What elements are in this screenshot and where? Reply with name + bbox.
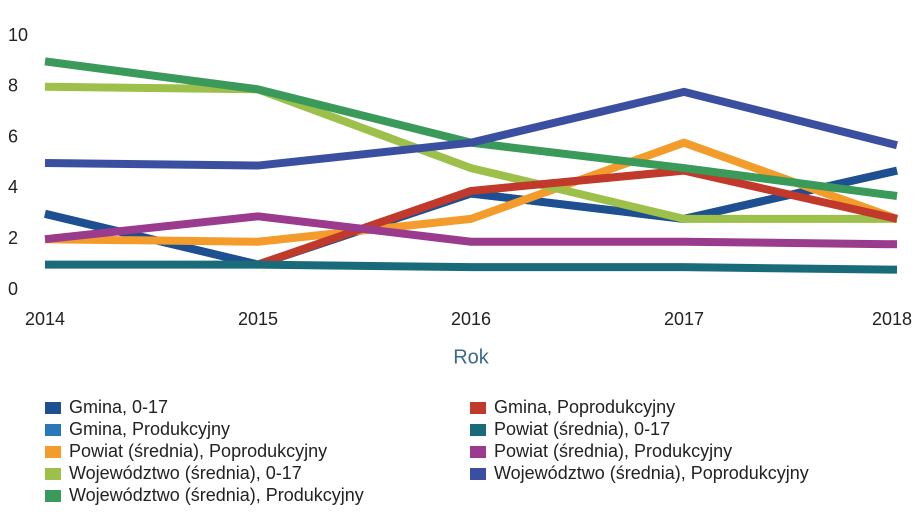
- legend-swatch: [470, 468, 486, 480]
- x-tick-label: 2014: [25, 309, 65, 329]
- series-line: [44, 212, 898, 249]
- legend-swatch: [470, 446, 486, 458]
- legend-label: Gmina, Produkcyjny: [69, 419, 230, 439]
- legend-label: Powiat (średnia), Produkcyjny: [494, 441, 732, 461]
- legend-swatch: [470, 424, 486, 436]
- x-tick-label: 2015: [238, 309, 278, 329]
- y-tick-label: 0: [8, 279, 18, 299]
- x-tick-label: 2017: [664, 309, 704, 329]
- series-line: [44, 57, 898, 200]
- legend-swatch: [470, 402, 486, 414]
- y-tick-label: 10: [8, 25, 28, 45]
- legend-label: Powiat (średnia), 0-17: [494, 419, 670, 439]
- series-line: [45, 260, 898, 274]
- y-tick-label: 8: [8, 76, 18, 96]
- legend-label: Województwo (średnia), Produkcyjny: [69, 485, 364, 505]
- x-tick-label: 2016: [451, 309, 491, 329]
- legend-label: Województwo (średnia), 0-17: [69, 463, 302, 483]
- legend-label: Województwo (średnia), Poprodukcyjny: [494, 463, 809, 483]
- legend-swatch: [45, 402, 61, 414]
- y-tick-label: 6: [8, 126, 18, 146]
- x-axis-label: Rok: [453, 346, 490, 368]
- legend-label: Gmina, Poprodukcyjny: [494, 397, 675, 417]
- legend-swatch: [45, 446, 61, 458]
- legend-swatch: [45, 424, 61, 436]
- legend-label: Gmina, 0-17: [69, 397, 168, 417]
- y-tick-label: 4: [8, 177, 18, 197]
- legend-label: Powiat (średnia), Poprodukcyjny: [69, 441, 327, 461]
- legend-swatch: [45, 468, 61, 480]
- series-line: [44, 82, 897, 223]
- legend-swatch: [45, 490, 61, 502]
- y-tick-label: 2: [8, 228, 18, 248]
- series-line: [44, 87, 898, 170]
- x-tick-label: 2018: [872, 309, 912, 329]
- series-line: [44, 138, 899, 246]
